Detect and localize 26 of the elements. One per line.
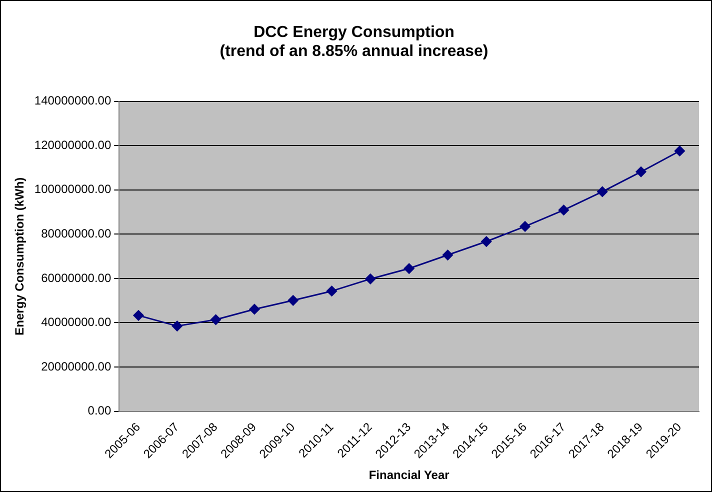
point — [365, 274, 376, 284]
chart-title: DCC Energy Consumption (trend of an 8.85% annual increase) — [220, 24, 488, 60]
y-tick-label: 120000000.00 — [34, 138, 112, 152]
y-tick-label: 80000000.00 — [41, 226, 112, 241]
point — [674, 146, 685, 156]
point — [481, 236, 492, 247]
y-tick-label: 20000000.00 — [41, 359, 112, 374]
point — [597, 186, 608, 197]
y-tick-label: 0.00 — [88, 404, 112, 418]
point — [288, 295, 298, 306]
point — [442, 250, 453, 260]
y-tick-label: 100000000.00 — [34, 182, 112, 196]
y-tick-label: 60000000.00 — [41, 270, 112, 285]
point — [249, 304, 260, 314]
point — [558, 204, 569, 216]
point — [172, 320, 182, 332]
point — [636, 166, 646, 178]
point — [326, 286, 338, 296]
point — [133, 310, 144, 321]
point — [404, 263, 414, 274]
point — [210, 314, 222, 325]
point — [520, 221, 530, 232]
y-tick-label: 40000000.00 — [41, 315, 112, 330]
y-axis-title: Energy Consumption (kWh) — [12, 177, 27, 336]
x-axis-title: Financial Year — [368, 468, 450, 482]
y-tick-label: 140000000.00 — [34, 94, 112, 108]
